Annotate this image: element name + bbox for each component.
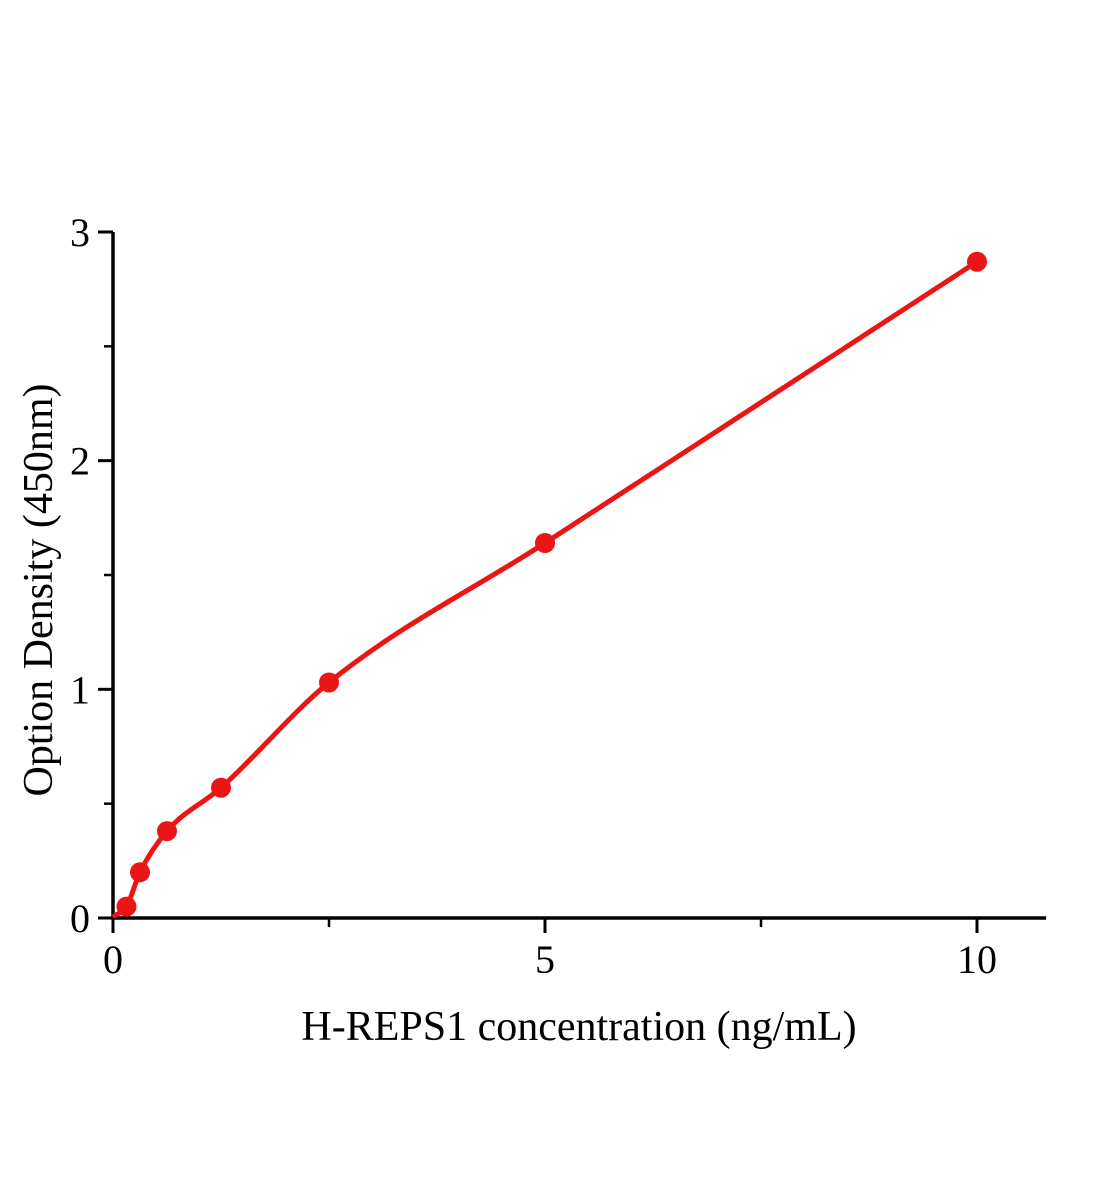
data-point [157,821,177,842]
data-points [116,251,987,917]
y-tick-label: 1 [70,667,90,712]
data-point [116,896,137,917]
x-tick-labels: 0 5 10 [103,937,997,982]
y-tick-label: 0 [70,896,90,941]
y-axis-title: Option Density (450nm) [16,384,62,797]
x-tick-label: 0 [103,937,123,982]
data-point [130,862,150,883]
x-tick-label: 10 [957,937,997,982]
y-tick-labels: 0 1 2 3 [70,210,90,941]
fit-curve-line [112,259,980,919]
axis-ticks [98,230,979,933]
x-axis-title: H-REPS1 concentration (ng/mL) [301,1004,856,1050]
data-point [211,777,231,798]
x-tick-label: 5 [535,937,555,982]
data-point [535,533,555,553]
y-tick-label: 3 [70,210,90,255]
y-tick-label: 2 [70,439,90,484]
data-point [319,672,339,693]
data-point [967,251,987,272]
